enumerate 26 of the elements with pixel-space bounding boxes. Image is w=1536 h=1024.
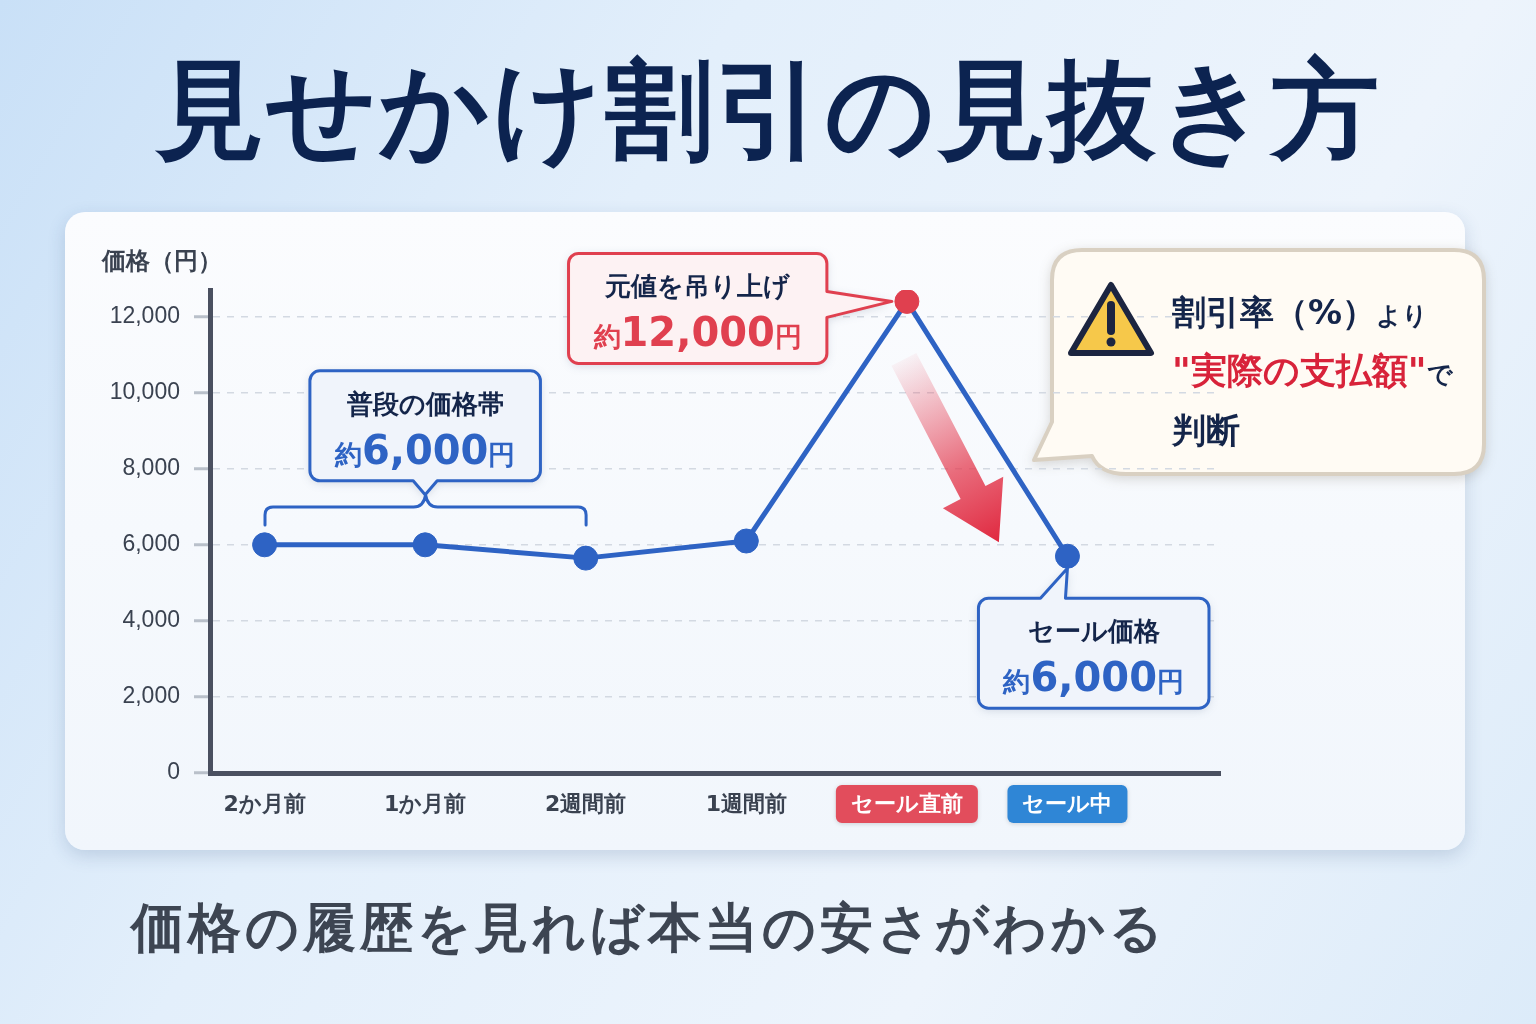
annotation: 元値を吊り上げ約12,000円	[592, 271, 802, 356]
y-tick-label: 6,000	[122, 530, 180, 557]
annotation: 普段の価格帯約6,000円	[333, 388, 516, 473]
y-tick-label: 4,000	[122, 606, 180, 633]
x-tick-label: セール直前	[850, 790, 963, 816]
y-axis-title: 価格（円）	[101, 247, 222, 276]
y-tick-label: 12,000	[109, 301, 180, 328]
y-tick-label: 0	[167, 758, 180, 785]
point	[894, 290, 920, 314]
x-tick-label: 1週間前	[705, 790, 787, 816]
y-tick-label: 8,000	[122, 454, 180, 481]
annotation: セール価格約6,000円	[1002, 616, 1184, 701]
text: 価格の履歴を見れば本当の安さがわかる	[131, 896, 1167, 960]
chart-title: 見せかけ割引の見抜き方	[154, 46, 1382, 174]
x-tick-label: 2か月前	[223, 790, 306, 816]
point	[733, 528, 759, 554]
x-tick-label: セール中	[1022, 790, 1113, 816]
y-tick-label: 2,000	[122, 682, 180, 709]
x-tick-label: 1か月前	[384, 790, 467, 816]
point	[252, 532, 278, 558]
point	[1054, 543, 1080, 569]
point	[412, 532, 438, 558]
y-tick-label: 10,000	[109, 378, 180, 405]
text: 割引率（%）より"実際の支払額"で判断	[1172, 292, 1453, 450]
point	[573, 545, 599, 571]
x-tick-label: 2週間前	[545, 790, 627, 816]
